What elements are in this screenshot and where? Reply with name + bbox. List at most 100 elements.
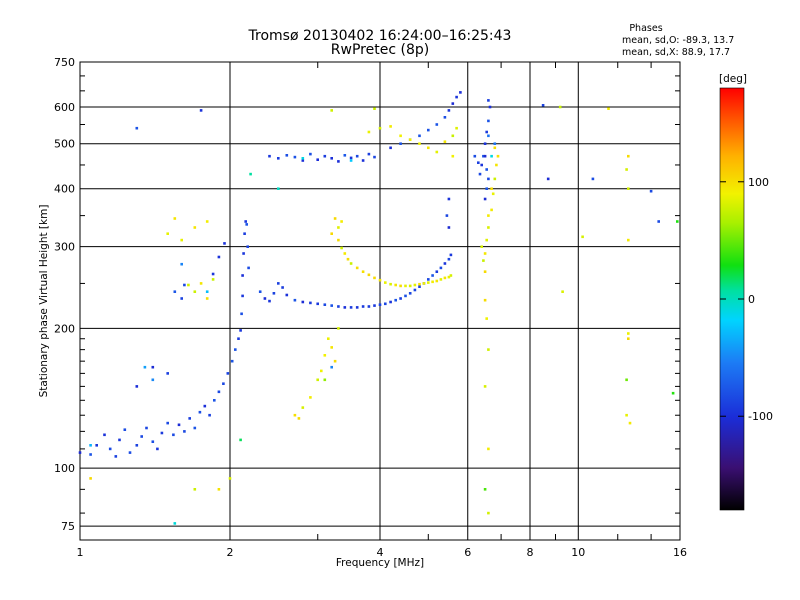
- data-point-x: [493, 146, 497, 150]
- data-point-x: [337, 226, 340, 229]
- x-tick-label: 1: [77, 546, 84, 559]
- data-point-other: [493, 142, 497, 145]
- data-point-x: [343, 252, 347, 255]
- data-point-o: [323, 303, 327, 306]
- chart-title: Tromsø 20130402 16:24:00–16:25:43: [248, 28, 512, 44]
- data-point-x: [451, 134, 455, 138]
- data-point-x: [373, 276, 376, 280]
- colorbar-tick-label: -100: [748, 410, 773, 423]
- data-point-o: [367, 305, 371, 308]
- legend-line-o: mean, sd,O: -89.3, 13.7: [622, 35, 734, 46]
- data-point-o: [151, 440, 155, 443]
- data-point-o: [413, 288, 417, 292]
- data-point-other: [323, 378, 327, 382]
- grid-lines: [80, 61, 680, 540]
- data-point-x: [205, 297, 209, 300]
- data-point-x: [455, 126, 458, 130]
- data-point-o: [418, 285, 421, 288]
- data-point-o: [151, 365, 155, 369]
- data-point-o: [435, 270, 439, 273]
- y-axis: 75 100 200 300 400 500 600 750: [54, 56, 680, 533]
- data-point-o: [145, 426, 148, 430]
- data-point-o: [459, 91, 462, 94]
- data-point-o: [128, 451, 132, 454]
- data-point-o: [114, 455, 118, 458]
- data-point-x: [418, 142, 421, 145]
- data-point-x: [627, 332, 630, 335]
- data-point-o: [316, 302, 319, 306]
- data-point-o: [203, 404, 207, 408]
- data-point-x: [627, 337, 630, 340]
- data-point-o: [485, 187, 488, 190]
- data-point-x: [173, 217, 177, 220]
- y-tick-label: 750: [54, 56, 75, 69]
- data-point-x: [228, 477, 232, 480]
- data-point-o: [389, 146, 392, 150]
- data-point-o: [394, 298, 397, 302]
- data-point-o: [234, 348, 237, 351]
- data-point-x: [330, 346, 333, 349]
- data-point-x: [493, 177, 497, 181]
- data-point-o: [367, 152, 371, 156]
- data-point-o: [485, 168, 488, 171]
- data-point-o: [166, 372, 169, 375]
- data-point-o: [451, 102, 455, 105]
- data-point-o: [373, 155, 376, 159]
- data-point-o: [166, 421, 169, 425]
- data-point-o: [408, 292, 412, 295]
- data-point-x: [625, 168, 628, 171]
- data-point-x: [166, 232, 169, 235]
- data-point-x: [199, 282, 203, 285]
- x-tick-label: 4: [377, 546, 384, 559]
- data-point-other: [173, 522, 177, 525]
- colorbar-tick-label: 0: [748, 293, 755, 306]
- data-point-o: [309, 301, 312, 305]
- colorbar-tick-label: 100: [748, 176, 769, 189]
- data-point-x: [316, 378, 319, 382]
- data-point-x: [193, 290, 197, 293]
- data-point-x: [413, 283, 417, 287]
- data-point-o: [172, 433, 175, 437]
- data-point-o: [180, 297, 183, 300]
- data-point-other: [180, 262, 183, 266]
- data-point-x: [408, 284, 412, 288]
- legend-line-x: mean, sd,X: 88.9, 17.7: [622, 47, 730, 58]
- data-point-other: [89, 444, 92, 447]
- data-point-x: [180, 238, 183, 242]
- x-axis-label: Frequency [MHz]: [336, 557, 424, 569]
- data-point-o: [285, 154, 289, 157]
- data-point-o: [285, 293, 289, 297]
- data-point-other: [625, 378, 628, 382]
- data-point-o: [447, 109, 451, 112]
- data-point-x: [490, 208, 493, 212]
- data-point-x: [399, 284, 402, 288]
- data-point-other: [277, 187, 280, 190]
- data-point-x: [435, 150, 439, 154]
- data-point-o: [246, 245, 249, 248]
- data-point-other: [483, 488, 487, 491]
- colorbar: [deg] 100 0 -100: [719, 73, 773, 511]
- data-point-x: [627, 187, 630, 190]
- chart-subtitle: RwPretec (8p): [331, 42, 429, 58]
- data-point-o: [198, 410, 202, 414]
- data-point-o: [240, 312, 243, 316]
- data-point-x: [333, 359, 337, 363]
- data-point-x: [193, 226, 197, 229]
- x-tick-label: 16: [673, 546, 687, 559]
- data-point-x: [447, 275, 451, 279]
- data-point-o: [199, 109, 203, 112]
- data-point-other: [676, 220, 679, 223]
- data-point-x: [490, 187, 493, 190]
- data-point-x: [422, 282, 426, 285]
- data-point-o: [241, 294, 244, 298]
- data-point-o: [217, 255, 221, 259]
- legend-title: Phases: [629, 23, 662, 34]
- data-point-o: [355, 154, 359, 158]
- data-point-x: [483, 298, 487, 302]
- data-point-o: [541, 104, 545, 107]
- data-point-o: [427, 128, 430, 132]
- data-point-x: [337, 327, 340, 330]
- data-point-o: [343, 154, 347, 157]
- data-point-x: [431, 280, 434, 284]
- data-point-other: [490, 154, 493, 158]
